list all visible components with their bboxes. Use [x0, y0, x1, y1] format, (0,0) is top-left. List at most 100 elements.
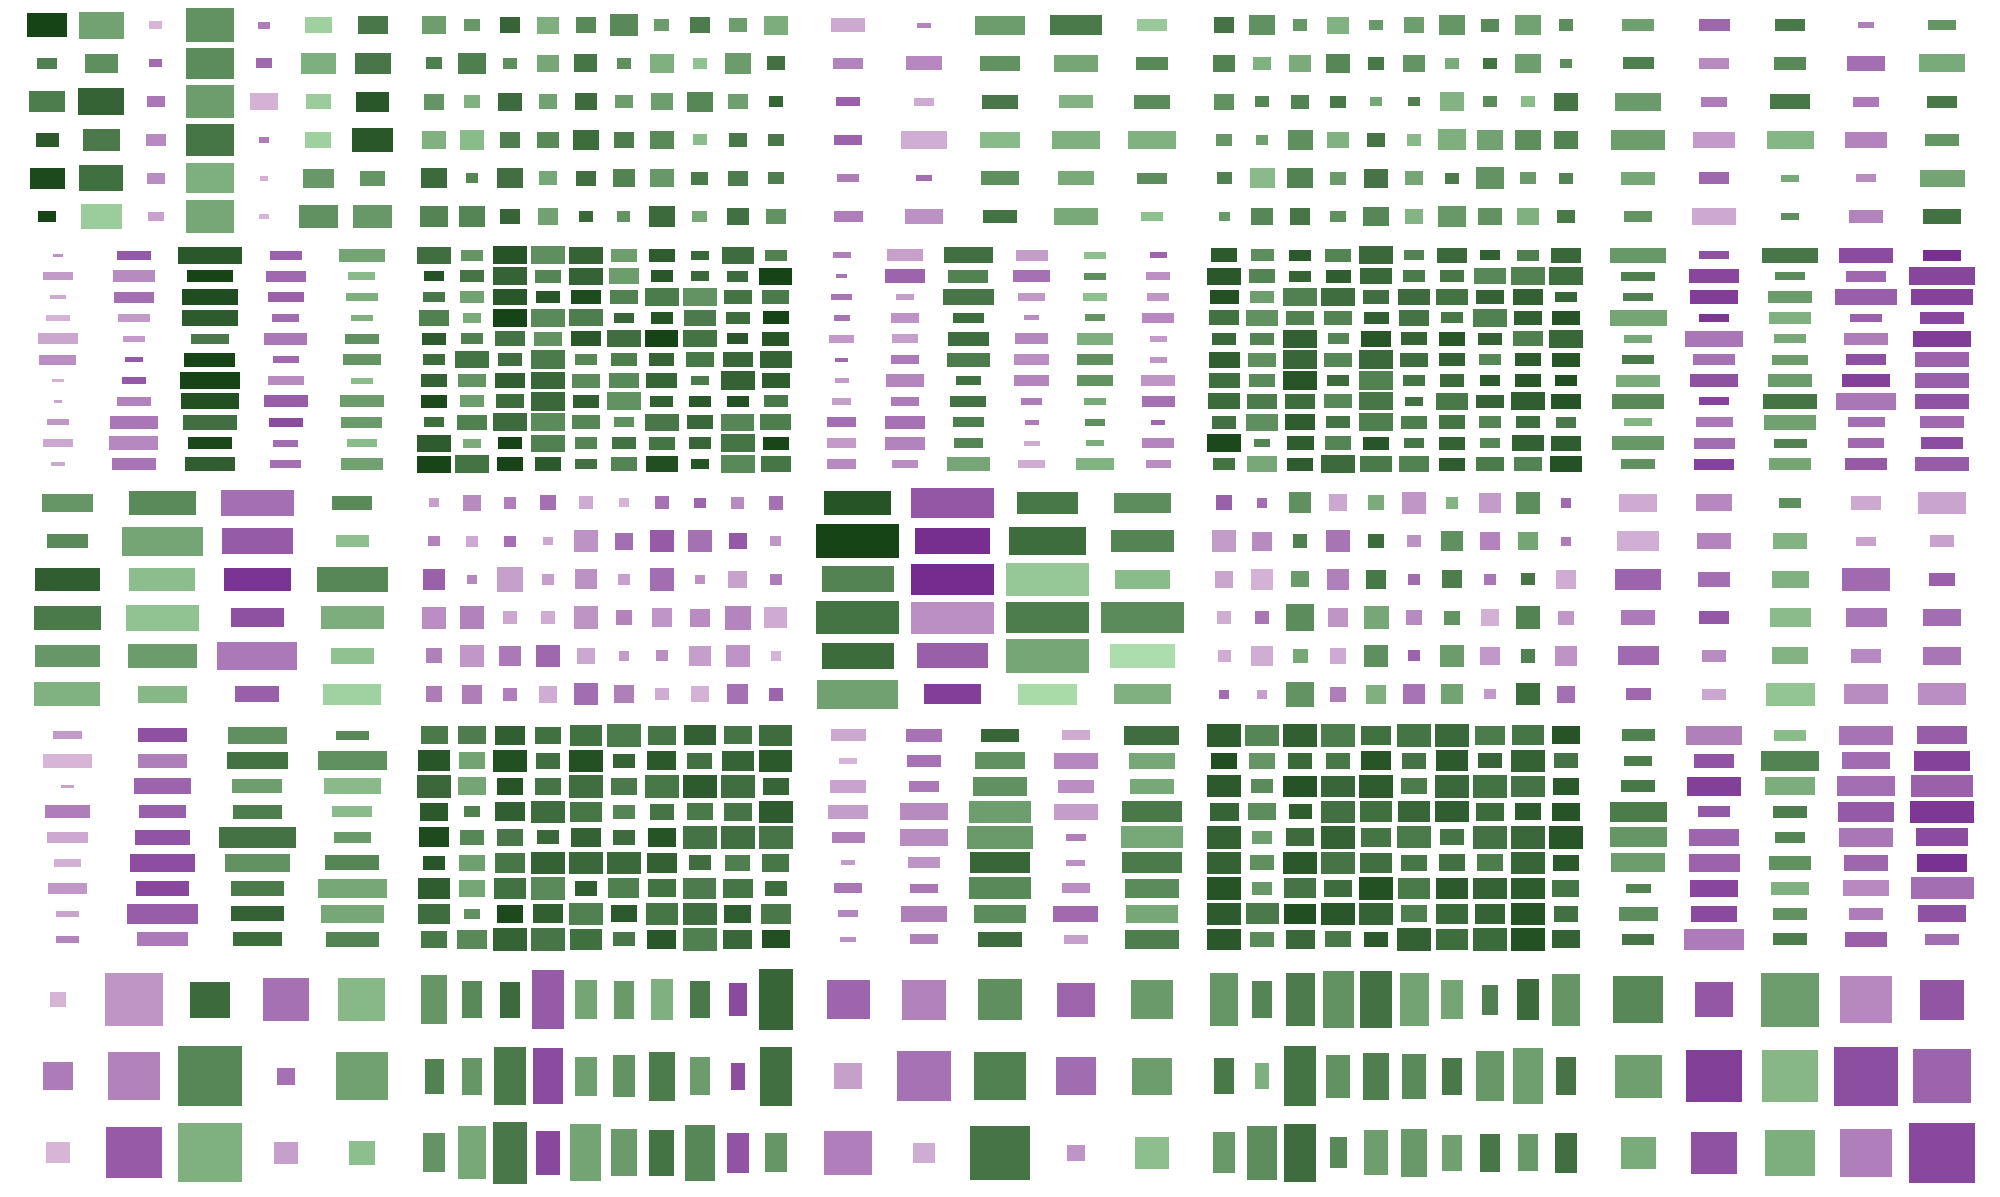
Bar [126, 904, 198, 924]
Bar [1248, 269, 1276, 282]
Bar [1478, 417, 1502, 429]
Bar [1478, 207, 1502, 225]
Bar [532, 801, 564, 824]
Bar [1006, 563, 1090, 596]
Bar [1552, 353, 1580, 366]
Bar [1406, 171, 1422, 186]
Bar [1076, 457, 1114, 470]
Bar [1024, 315, 1040, 321]
Bar [1400, 353, 1428, 366]
Bar [1084, 293, 1106, 300]
Bar [536, 1131, 560, 1175]
Bar [1690, 373, 1738, 387]
Bar [1838, 725, 1894, 745]
Bar [418, 776, 450, 797]
Bar [1248, 803, 1276, 820]
Bar [1910, 776, 1974, 797]
Bar [426, 57, 442, 69]
Bar [1006, 602, 1090, 633]
Bar [1764, 777, 1816, 795]
Bar [684, 877, 716, 899]
Bar [536, 291, 560, 303]
Bar [1512, 1049, 1544, 1104]
Bar [1612, 129, 1664, 151]
Bar [650, 395, 674, 407]
Bar [458, 777, 486, 795]
Bar [1246, 310, 1278, 327]
Bar [982, 95, 1018, 109]
Bar [460, 291, 484, 303]
Bar [256, 59, 272, 68]
Bar [146, 134, 166, 146]
Bar [1250, 645, 1274, 667]
Bar [1134, 1137, 1170, 1168]
Bar [1290, 208, 1310, 225]
Bar [1770, 93, 1810, 109]
Bar [420, 206, 448, 227]
Bar [496, 168, 524, 188]
Bar [1770, 312, 1810, 323]
Bar [610, 905, 638, 923]
Bar [1408, 575, 1420, 584]
Bar [1558, 209, 1574, 224]
Bar [110, 415, 158, 429]
Bar [344, 334, 380, 344]
Bar [690, 396, 710, 407]
Bar [1622, 934, 1654, 946]
Bar [830, 18, 866, 32]
Bar [1768, 458, 1812, 470]
Bar [950, 395, 986, 407]
Bar [1208, 776, 1240, 797]
Bar [890, 314, 920, 322]
Bar [1208, 877, 1240, 900]
Bar [1912, 1049, 1972, 1104]
Bar [1216, 172, 1232, 184]
Bar [614, 804, 634, 819]
Bar [1482, 18, 1498, 31]
Bar [128, 644, 198, 668]
Bar [1084, 315, 1106, 321]
Bar [1552, 855, 1580, 871]
Bar [1324, 880, 1352, 897]
Bar [306, 95, 330, 109]
Bar [760, 801, 792, 824]
Bar [1212, 753, 1236, 768]
Bar [1436, 751, 1468, 771]
Bar [608, 330, 640, 347]
Bar [130, 567, 196, 591]
Bar [1328, 608, 1348, 627]
Bar [614, 132, 634, 147]
Bar [1772, 648, 1808, 664]
Bar [1518, 531, 1538, 551]
Bar [892, 334, 918, 344]
Bar [1326, 569, 1350, 590]
Bar [1436, 776, 1468, 797]
Bar [686, 91, 712, 111]
Bar [1436, 801, 1468, 822]
Bar [1322, 288, 1354, 306]
Bar [650, 353, 674, 366]
Bar [46, 315, 70, 321]
Bar [1284, 879, 1316, 899]
Bar [760, 826, 792, 849]
Bar [332, 496, 372, 510]
Bar [146, 172, 164, 183]
Bar [428, 536, 440, 547]
Bar [612, 249, 636, 262]
Bar [1556, 686, 1576, 703]
Bar [1214, 17, 1234, 34]
Bar [114, 292, 154, 303]
Bar [1142, 375, 1176, 387]
Bar [232, 779, 282, 794]
Bar [1558, 610, 1574, 625]
Bar [1764, 394, 1816, 409]
Bar [728, 983, 746, 1016]
Bar [458, 414, 486, 430]
Bar [1404, 685, 1424, 704]
Bar [426, 686, 442, 701]
Bar [138, 806, 186, 819]
Bar [1514, 457, 1542, 472]
Bar [576, 354, 596, 365]
Bar [974, 1052, 1026, 1100]
Bar [348, 1141, 374, 1165]
